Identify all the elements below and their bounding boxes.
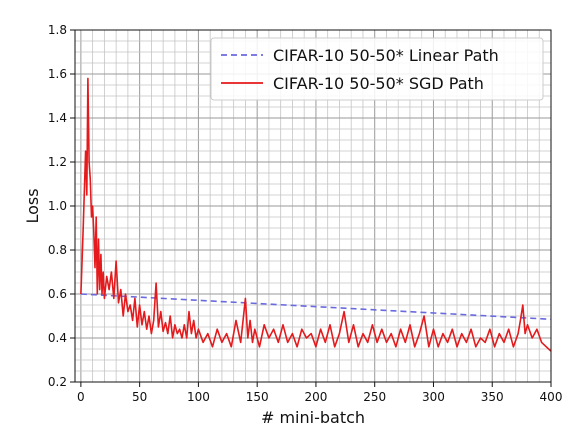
ticks-layer: 0 50 100 150 200 250 300 350 400 0.2 0.4 0.6 0.8 1.0 1…	[48, 23, 563, 404]
series-layer	[80, 77, 552, 352]
legend-box	[210, 37, 544, 101]
y-axis-title: Loss	[23, 188, 42, 223]
y-tick-label: 0.4	[48, 331, 67, 345]
x-axis-title: # mini-batch	[261, 408, 365, 427]
y-tick-label: 1.0	[48, 199, 67, 213]
y-tick-label: 1.8	[48, 23, 67, 37]
legend-label-linear-path: CIFAR-10 50-50* Linear Path	[273, 46, 499, 65]
y-tick-label: 0.8	[48, 243, 67, 257]
x-tick-label: 50	[132, 390, 147, 404]
x-tick-label: 150	[246, 390, 269, 404]
y-tick-label: 0.6	[48, 287, 67, 301]
legend: CIFAR-10 50-50* Linear Path CIFAR-10 50-…	[210, 37, 544, 101]
legend-label-sgd-path: CIFAR-10 50-50* SGD Path	[273, 74, 484, 93]
series-sgd-path-line	[80, 77, 552, 352]
y-tick-label: 1.4	[48, 111, 67, 125]
x-tick-label: 200	[304, 390, 327, 404]
x-tick-label: 100	[187, 390, 210, 404]
grid-layer	[75, 29, 552, 383]
series-linear-path-line	[80, 293, 552, 321]
x-tick-label: 250	[363, 390, 386, 404]
y-tick-label: 1.6	[48, 67, 67, 81]
x-tick-label: 0	[77, 390, 85, 404]
x-tick-label: 400	[540, 390, 563, 404]
x-tick-label: 350	[481, 390, 504, 404]
x-tick-label: 300	[422, 390, 445, 404]
y-tick-label: 0.2	[48, 375, 67, 389]
y-tick-label: 1.2	[48, 155, 67, 169]
